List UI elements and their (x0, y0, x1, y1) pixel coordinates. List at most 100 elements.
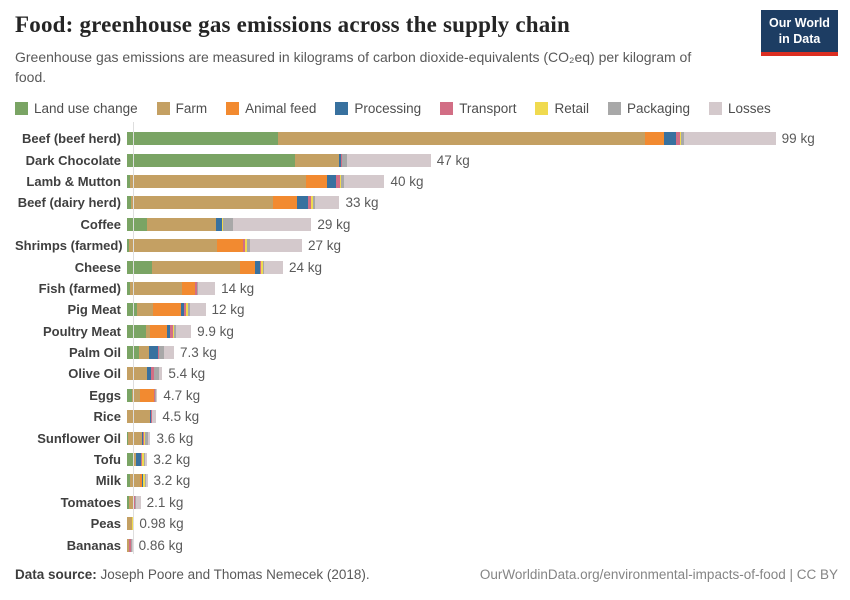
stacked-bar[interactable] (127, 474, 148, 488)
bar-segment-land-use-change[interactable] (127, 281, 131, 295)
bar-segment-packaging[interactable] (313, 196, 316, 210)
bar-segment-losses[interactable] (346, 153, 431, 167)
bar-segment-losses[interactable] (233, 217, 312, 231)
stacked-bar[interactable] (127, 388, 158, 402)
stacked-bar[interactable] (127, 538, 133, 552)
bar-segment-farm[interactable] (132, 453, 137, 467)
legend-item-animal-feed[interactable]: Animal feed (226, 101, 316, 116)
bar-segment-losses[interactable] (156, 388, 158, 402)
stacked-bar[interactable] (127, 260, 283, 274)
bar-segment-packaging[interactable] (197, 281, 199, 295)
bar-segment-transport[interactable] (184, 303, 187, 317)
bar-segment-land-use-change[interactable] (127, 260, 153, 274)
bar-segment-land-use-change[interactable] (127, 153, 296, 167)
bar-segment-packaging[interactable] (135, 495, 137, 509)
bar-segment-land-use-change[interactable] (127, 196, 131, 210)
legend-item-losses[interactable]: Losses (709, 101, 771, 116)
legend-item-packaging[interactable]: Packaging (607, 101, 690, 116)
bar-segment-packaging[interactable] (262, 260, 265, 274)
stacked-bar[interactable] (127, 431, 151, 445)
bar-segment-farm[interactable] (129, 495, 134, 509)
bar-segment-transport[interactable] (307, 196, 312, 210)
bar-segment-transport[interactable] (336, 174, 340, 188)
stacked-bar[interactable] (127, 239, 303, 253)
bar-segment-retail[interactable] (245, 239, 248, 253)
bar-segment-losses[interactable] (684, 132, 776, 146)
bar-segment-transport[interactable] (157, 346, 159, 360)
bar-segment-retail[interactable] (143, 474, 145, 488)
bar-segment-processing[interactable] (326, 174, 337, 188)
bar-segment-farm[interactable] (131, 388, 141, 402)
bar-segment-retail[interactable] (311, 196, 314, 210)
bar-segment-losses[interactable] (152, 410, 157, 424)
legend-item-farm[interactable]: Farm (156, 101, 207, 116)
bar-segment-packaging[interactable] (341, 153, 347, 167)
bar-segment-transport[interactable] (243, 239, 245, 253)
bar-segment-animal-feed[interactable] (644, 132, 665, 146)
bar-segment-processing[interactable] (167, 324, 170, 338)
bar-segment-transport[interactable] (134, 495, 136, 509)
bar-segment-losses[interactable] (158, 367, 163, 381)
bar-segment-transport[interactable] (221, 217, 223, 231)
bar-segment-farm[interactable] (128, 431, 142, 445)
bar-segment-retail[interactable] (186, 303, 188, 317)
bar-segment-packaging[interactable] (174, 324, 177, 338)
bar-segment-transport[interactable] (141, 453, 143, 467)
bar-segment-animal-feed[interactable] (181, 281, 195, 295)
bar-segment-processing[interactable] (254, 260, 260, 274)
bar-segment-land-use-change[interactable] (127, 324, 146, 338)
bar-segment-transport[interactable] (150, 410, 152, 424)
bar-segment-packaging[interactable] (144, 453, 146, 467)
bar-segment-transport[interactable] (143, 431, 145, 445)
bar-segment-packaging[interactable] (159, 346, 164, 360)
stacked-bar[interactable] (127, 153, 431, 167)
stacked-bar[interactable] (127, 367, 163, 381)
bar-segment-transport[interactable] (150, 367, 154, 381)
bar-segment-retail[interactable] (172, 324, 175, 338)
bar-segment-transport[interactable] (675, 132, 680, 146)
owid-logo[interactable]: Our World in Data (761, 10, 838, 57)
bar-segment-packaging[interactable] (144, 431, 149, 445)
bar-segment-land-use-change[interactable] (127, 303, 138, 317)
bar-segment-animal-feed[interactable] (140, 474, 142, 488)
bar-segment-processing[interactable] (149, 346, 158, 360)
stacked-bar[interactable] (127, 495, 141, 509)
bar-segment-farm[interactable] (130, 196, 274, 210)
bar-segment-processing[interactable] (136, 453, 142, 467)
bar-segment-land-use-change[interactable] (127, 132, 279, 146)
bar-segment-retail[interactable] (196, 281, 198, 295)
bar-segment-packaging[interactable] (155, 388, 157, 402)
bar-segment-packaging[interactable] (187, 303, 190, 317)
bar-segment-animal-feed[interactable] (140, 388, 155, 402)
bar-segment-packaging[interactable] (681, 132, 685, 146)
bar-segment-animal-feed[interactable] (150, 324, 168, 338)
bar-segment-processing[interactable] (297, 196, 308, 210)
bar-segment-processing[interactable] (146, 367, 151, 381)
bar-segment-animal-feed[interactable] (240, 260, 255, 274)
bar-segment-losses[interactable] (145, 474, 148, 488)
bar-segment-transport[interactable] (170, 324, 173, 338)
bar-segment-losses[interactable] (315, 196, 340, 210)
stacked-bar[interactable] (127, 303, 206, 317)
bar-segment-packaging[interactable] (144, 474, 146, 488)
legend-item-transport[interactable]: Transport (440, 101, 516, 116)
bar-segment-land-use-change[interactable] (127, 239, 129, 253)
bar-segment-farm[interactable] (295, 153, 339, 167)
stacked-bar[interactable] (127, 217, 312, 231)
stacked-bar[interactable] (127, 196, 340, 210)
bar-segment-farm[interactable] (130, 474, 141, 488)
bar-segment-processing[interactable] (216, 217, 222, 231)
bar-segment-transport[interactable] (131, 517, 133, 531)
bar-segment-transport[interactable] (154, 388, 155, 402)
bar-segment-packaging[interactable] (154, 367, 159, 381)
bar-segment-losses[interactable] (148, 431, 151, 445)
bar-segment-land-use-change[interactable] (127, 453, 133, 467)
bar-segment-farm[interactable] (139, 346, 150, 360)
bar-segment-packaging[interactable] (341, 174, 345, 188)
bar-segment-farm[interactable] (127, 517, 132, 531)
bar-segment-processing[interactable] (141, 474, 143, 488)
bar-segment-losses[interactable] (189, 303, 206, 317)
stacked-bar[interactable] (127, 346, 175, 360)
bar-segment-farm[interactable] (137, 303, 154, 317)
bar-segment-farm[interactable] (127, 538, 129, 552)
